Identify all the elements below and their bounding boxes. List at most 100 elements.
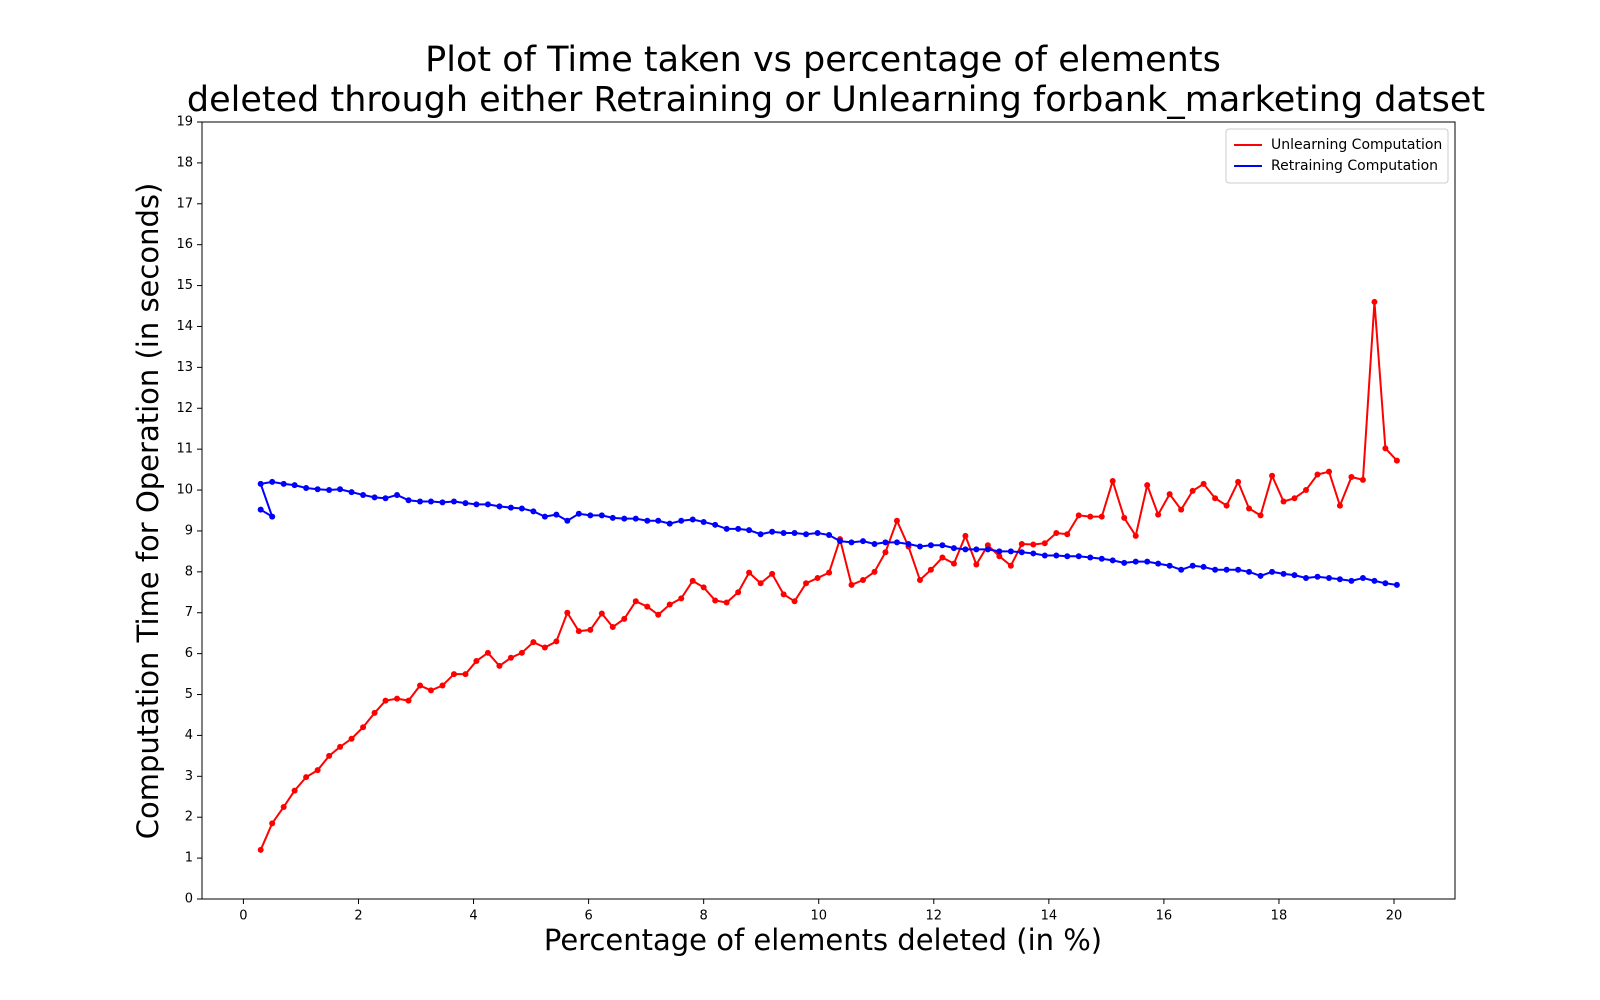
data-point: [1326, 468, 1333, 475]
x-tick-label: 6: [584, 909, 592, 924]
data-point: [1314, 573, 1321, 580]
y-tick-label: 2: [185, 810, 193, 825]
data-point: [860, 577, 867, 584]
legend-label: Retraining Computation: [1271, 158, 1438, 174]
data-point: [950, 545, 957, 552]
data-point: [314, 486, 321, 493]
data-point: [655, 517, 662, 524]
y-tick-label: 5: [185, 687, 193, 702]
data-point: [587, 512, 594, 519]
x-tick-label: 0: [239, 909, 247, 924]
x-tick-label: 20: [1386, 909, 1403, 924]
data-point: [337, 743, 344, 750]
y-tick-label: 17: [176, 196, 193, 211]
data-point: [371, 494, 378, 501]
data-point: [291, 482, 298, 489]
data-point: [746, 527, 753, 534]
y-tick-label: 0: [185, 892, 193, 907]
data-point: [814, 574, 821, 581]
data-point: [1041, 552, 1048, 559]
data-point: [257, 506, 264, 513]
data-point: [1359, 574, 1366, 581]
data-point: [814, 529, 821, 536]
data-point: [575, 628, 582, 635]
data-point: [632, 598, 639, 605]
data-point: [371, 709, 378, 716]
chart-subtitle: deleted through either Retraining or Unl…: [187, 80, 1485, 120]
data-point: [882, 539, 889, 546]
data-point: [689, 516, 696, 523]
data-point: [348, 735, 355, 742]
data-point: [1053, 552, 1060, 559]
data-point: [360, 724, 367, 731]
data-point: [1166, 562, 1173, 569]
y-tick-label: 10: [176, 483, 193, 498]
data-point: [1314, 471, 1321, 478]
data-point: [712, 521, 719, 528]
data-point: [484, 649, 491, 656]
data-point: [723, 525, 730, 532]
data-point: [712, 597, 719, 604]
y-tick-label: 3: [185, 769, 193, 784]
data-point: [791, 598, 798, 605]
data-point: [803, 531, 810, 538]
data-point: [269, 478, 276, 485]
data-point: [280, 803, 287, 810]
x-tick-label: 12: [926, 909, 943, 924]
data-point: [927, 566, 934, 573]
data-point: [1178, 506, 1185, 513]
data-point: [1302, 574, 1309, 581]
data-point: [1018, 549, 1025, 556]
data-point: [1382, 445, 1389, 452]
series: [257, 478, 1400, 588]
data-point: [1393, 581, 1400, 588]
data-point: [1212, 566, 1219, 573]
data-point: [700, 518, 707, 525]
data-point: [666, 520, 673, 527]
data-point: [757, 531, 764, 538]
data-point: [746, 569, 753, 576]
legend-box: [1225, 128, 1449, 184]
data-point: [1155, 560, 1162, 567]
data-point: [962, 532, 969, 539]
chart-title: Plot of Time taken vs percentage of elem…: [425, 40, 1221, 80]
data-point: [1371, 298, 1378, 305]
data-point: [427, 687, 434, 694]
data-point: [575, 510, 582, 517]
y-tick-label: 15: [176, 278, 193, 293]
data-point: [848, 539, 855, 546]
data-point: [587, 626, 594, 633]
data-point: [1087, 554, 1094, 561]
data-point: [530, 639, 537, 646]
data-point: [678, 517, 685, 524]
data-point: [348, 489, 355, 496]
data-point: [1348, 473, 1355, 480]
data-point: [1144, 558, 1151, 565]
data-point: [984, 546, 991, 553]
data-point: [1166, 491, 1173, 498]
data-point: [950, 560, 957, 567]
data-point: [1132, 558, 1139, 565]
data-point: [1326, 574, 1333, 581]
y-tick-label: 7: [185, 605, 193, 620]
data-point: [553, 511, 560, 518]
data-point: [666, 601, 673, 608]
data-point: [382, 697, 389, 704]
y-tick-label: 1: [185, 851, 193, 866]
x-tick-label: 4: [469, 909, 477, 924]
data-point: [1246, 568, 1253, 575]
data-point: [473, 657, 480, 664]
data-point: [700, 584, 707, 591]
data-point: [1178, 566, 1185, 573]
data-point: [916, 577, 923, 584]
y-tick-label: 9: [185, 523, 193, 538]
data-point: [1007, 548, 1014, 555]
data-point: [621, 615, 628, 622]
data-point: [417, 682, 424, 689]
data-point: [1064, 531, 1071, 538]
data-point: [962, 546, 969, 553]
data-point: [360, 491, 367, 498]
data-point: [791, 529, 798, 536]
data-point: [1371, 577, 1378, 584]
data-point: [1336, 502, 1343, 509]
